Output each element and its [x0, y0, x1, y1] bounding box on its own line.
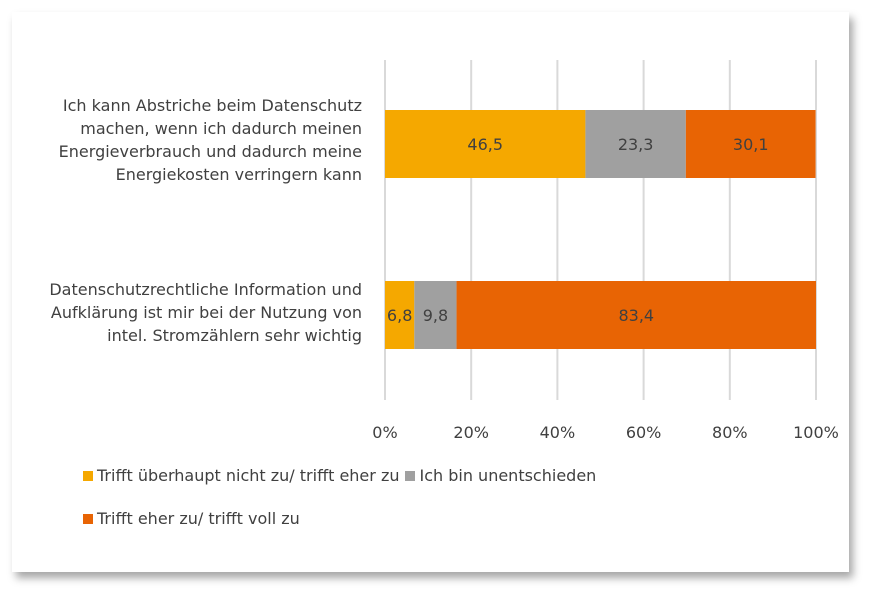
- bar-segment: [456, 281, 816, 349]
- category-label-line: Energiekosten verringern kann: [115, 165, 362, 184]
- bar-segment: [585, 110, 686, 178]
- category-label-line: Aufklärung ist mir bei der Nutzung von: [50, 303, 362, 322]
- data-label: 30,1: [733, 135, 769, 154]
- x-tick-label: 0%: [372, 423, 397, 442]
- data-label: 46,5: [467, 135, 503, 154]
- bar-segment: [414, 281, 457, 349]
- data-label: 23,3: [618, 135, 654, 154]
- data-label: 9,8: [423, 306, 448, 325]
- bar-segment: [385, 281, 415, 349]
- category-label-line: Ich kann Abstriche beim Datenschutz: [62, 96, 362, 115]
- bar-segment: [685, 110, 816, 178]
- category-label-1: Ich kann Abstriche beim Datenschutz mach…: [12, 94, 362, 186]
- x-tick-label: 100%: [793, 423, 839, 442]
- x-tick-label: 80%: [712, 423, 748, 442]
- legend-swatch: [405, 470, 416, 481]
- legend-item-1: Trifft überhaupt nicht zu/ trifft eher z…: [83, 466, 596, 485]
- legend-label: Ich bin unentschieden: [419, 466, 597, 485]
- legend-label: Trifft eher zu/ trifft voll zu: [97, 509, 300, 528]
- legend-swatch: [83, 470, 93, 481]
- category-label-line: intel. Stromzählern sehr wichtig: [107, 326, 362, 345]
- x-tick-label: 60%: [626, 423, 662, 442]
- legend-swatch: [83, 513, 93, 524]
- data-label: 6,8: [387, 306, 412, 325]
- category-label-line: Datenschutzrechtliche Information und: [49, 280, 362, 299]
- x-tick-label: 20%: [453, 423, 489, 442]
- legend-item-3: Trifft eher zu/ trifft voll zu: [83, 509, 300, 528]
- category-label-line: machen, wenn ich dadurch meinen: [80, 119, 362, 138]
- legend-label: Trifft überhaupt nicht zu/ trifft eher z…: [97, 466, 400, 485]
- data-label: 83,4: [618, 306, 654, 325]
- category-label-line: Energieverbrauch und dadurch meine: [58, 142, 362, 161]
- x-tick-label: 40%: [540, 423, 576, 442]
- category-label-2: Datenschutzrechtliche Information und Au…: [12, 278, 362, 347]
- bar-segment: [385, 110, 586, 178]
